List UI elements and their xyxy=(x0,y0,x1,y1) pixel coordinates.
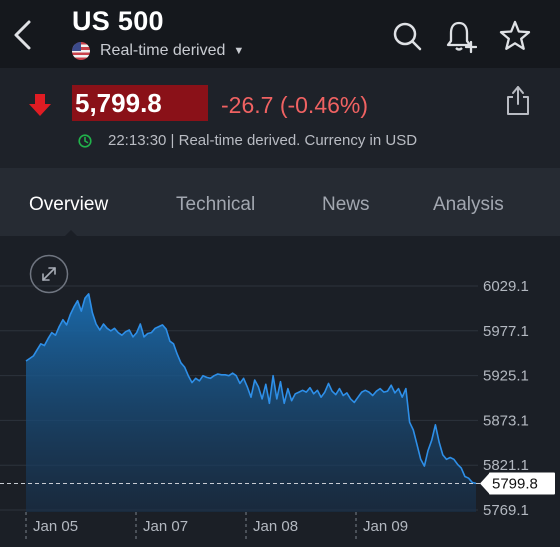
caret-down-icon: ▼ xyxy=(233,45,245,57)
feed-selector[interactable]: Real-time derived ▼ xyxy=(72,42,244,60)
y-tick-label: 5977.1 xyxy=(483,323,529,340)
timestamp-text: 22:13:30 | Real-time derived. Currency i… xyxy=(108,132,418,149)
price-line xyxy=(25,293,477,485)
price-down-arrow-icon xyxy=(29,94,51,116)
expand-chart-icon[interactable] xyxy=(29,254,69,294)
x-tick-label: Jan 05 xyxy=(33,518,78,535)
clock-icon xyxy=(78,133,92,148)
x-tick-label: Jan 07 xyxy=(143,518,188,535)
add-alert-icon[interactable] xyxy=(445,18,477,54)
share-icon[interactable] xyxy=(504,84,532,116)
x-tick-label: Jan 08 xyxy=(253,518,298,535)
instrument-title: US 500 xyxy=(72,6,164,36)
search-icon[interactable] xyxy=(391,18,423,54)
timestamp-row: 22:13:30 | Real-time derived. Currency i… xyxy=(78,132,417,149)
tab-technical[interactable]: Technical xyxy=(176,194,256,215)
y-tick-label: 6029.1 xyxy=(483,278,529,295)
tab-overview[interactable]: Overview xyxy=(29,194,109,215)
y-tick-label: 5769.1 xyxy=(483,502,529,519)
current-price-label: 5799.8 xyxy=(492,476,538,493)
us-flag-icon xyxy=(72,42,90,60)
back-icon[interactable] xyxy=(10,18,34,52)
star-icon[interactable] xyxy=(499,18,531,54)
price-change: -26.7 (-0.46%) xyxy=(221,92,369,118)
active-tab-indicator xyxy=(64,230,78,237)
tab-news[interactable]: News xyxy=(322,194,370,215)
last-price: 5,799.8 xyxy=(72,85,208,121)
y-tick-label: 5925.1 xyxy=(483,368,529,385)
y-tick-label: 5873.1 xyxy=(483,412,529,429)
price-chart[interactable]: 6029.1 5977.1 5925.1 5873.1 5821.1 5769.1 Jan… xyxy=(0,236,560,547)
tab-bar: Overview Technical News Analysis xyxy=(0,168,560,236)
x-tick-label: Jan 09 xyxy=(363,518,408,535)
tab-analysis[interactable]: Analysis xyxy=(433,194,504,215)
top-bar: US 500 Real-time derived ▼ xyxy=(0,0,560,68)
price-area-fill xyxy=(26,293,476,512)
feed-label: Real-time derived xyxy=(100,42,226,59)
y-tick-label: 5821.1 xyxy=(483,457,529,474)
current-price-marker: 5799.8 xyxy=(480,472,555,495)
